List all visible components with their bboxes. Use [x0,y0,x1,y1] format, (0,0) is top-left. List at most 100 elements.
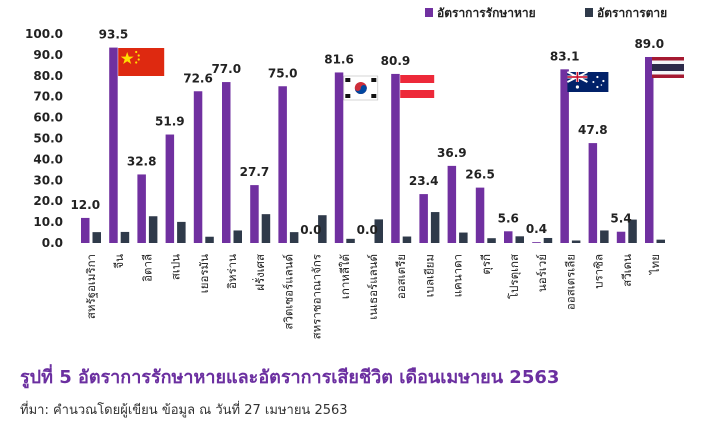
bar-recovery [560,69,569,243]
y-tick-label: 70.0 [33,90,63,104]
flags-group [118,48,684,101]
australia-flag-icon [566,71,609,92]
y-tick-label: 30.0 [33,173,63,187]
bar-recovery [616,231,626,243]
data-label: 36.9 [437,146,467,160]
y-tick-label: 40.0 [33,152,63,166]
bar-recovery [504,231,513,243]
y-tick-label: 50.0 [33,132,63,146]
data-label: 0.0 [300,223,321,237]
bar-death [487,238,496,243]
legend-label: อัตราการตาย [597,6,667,20]
x-tick-label: เบลเยียม [422,254,436,297]
legend-item: อัตราการรักษาหาย [425,6,536,20]
bar-recovery [222,82,231,243]
bar-death [656,239,665,243]
bar-death [600,230,609,243]
legend-swatch [425,8,433,17]
bar-death [318,215,327,243]
austria-flag-icon [400,75,435,98]
bar-recovery [137,174,146,243]
bar-recovery [475,187,485,243]
bar-death [177,221,186,243]
bar-death [233,230,242,243]
data-label: 12.0 [70,198,100,212]
bar-recovery [109,47,118,244]
data-label: 5.6 [498,211,519,225]
legend-swatch [585,8,593,17]
x-tick-label: บราซิล [592,254,606,289]
x-axis: สหรัฐอเมริกา จีน อิตาลี สเปน เยอรมัน อิหร่าน ฝ… [84,254,662,340]
china-flag-icon [118,48,165,76]
bar-death [205,236,214,243]
data-label: 47.8 [578,123,608,137]
bars-group [81,47,665,244]
y-tick-label: 20.0 [33,194,63,208]
bar-death [515,236,524,243]
y-tick-label: 90.0 [33,48,63,62]
bar-recovery [419,194,428,243]
bar-death [346,238,355,243]
y-tick-label: 10.0 [33,215,63,229]
x-tick-label: นอร์เวย์ [535,254,549,292]
y-tick-label: 60.0 [33,111,63,125]
bar-recovery [588,143,598,243]
south-korea-flag-icon [343,75,379,101]
bar-recovery [81,217,90,243]
data-label: 27.7 [240,165,270,179]
bar-death [120,231,130,243]
x-tick-label: โปรตุเกส [507,254,521,299]
x-tick-label: อิตาลี [140,254,154,282]
bar-death [374,219,383,243]
data-label: 75.0 [268,66,298,80]
data-label: 0.0 [357,223,378,237]
figure-caption: รูปที่ 5 อัตราการรักษาหายและอัตราการเสีย… [20,367,560,388]
x-tick-label: แคนาดา [451,254,465,297]
thailand-flag-icon [652,57,684,78]
bar-recovery [334,72,344,244]
y-tick-label: 80.0 [33,69,63,83]
bar-death [261,214,271,243]
data-label: 80.9 [381,54,411,68]
x-tick-label: ออสเตรเลีย [563,254,577,310]
bar-death [289,232,299,243]
data-label: 23.4 [409,174,439,188]
data-label: 83.1 [550,49,580,63]
bar-recovery [250,185,259,243]
x-tick-label: สหราชอาณาจักร [310,254,324,339]
x-tick-label: ฝรั่งเศส [252,254,267,291]
x-tick-label: จีน [112,254,126,269]
x-tick-label: เยอรมัน [197,254,211,293]
x-tick-label: สวีเดน [620,254,634,287]
data-label: 81.6 [324,52,354,66]
bar-recovery [645,56,654,243]
x-tick-label: เนเธอร์แลนด์ [366,254,380,320]
y-axis: 0.0 10.0 20.0 30.0 40.0 50.0 60.0 70.0 80.0 90.0 1… [25,27,63,250]
figure-source: ที่มา: คำนวณโดยผู้เขียน ข้อมูล ณ วันที่ … [20,403,348,418]
x-tick-label: ไทย [648,254,662,275]
data-label: 89.0 [634,37,664,51]
legend-label: อัตราการรักษาหาย [437,6,536,20]
bar-death [571,240,581,243]
bar-death [402,236,412,243]
bar-chart: อัตราการรักษาหาย อัตราการตาย 0.0 10.0 20.0 3… [25,6,684,340]
data-label: 93.5 [99,28,129,42]
legend-item: อัตราการตาย [585,6,667,20]
x-tick-label: ออสเตรีย [394,254,408,299]
data-label: 26.5 [465,168,495,182]
data-label: 51.9 [155,115,185,129]
bar-death [430,212,440,243]
bar-recovery [532,242,541,243]
data-label: 0.4 [526,222,547,236]
bar-death [148,216,158,243]
bar-recovery [193,91,203,244]
x-tick-label: สวิตเซอร์แลนด์ [281,254,295,330]
bar-recovery [391,73,400,243]
chart-legend: อัตราการรักษาหาย อัตราการตาย [425,6,667,20]
data-label: 77.0 [211,62,241,76]
bar-recovery [447,165,457,243]
data-label: 5.4 [610,212,631,226]
x-tick-label: สหรัฐอเมริกา [84,254,98,319]
bar-death [92,232,101,243]
y-tick-label: 0.0 [42,236,63,250]
